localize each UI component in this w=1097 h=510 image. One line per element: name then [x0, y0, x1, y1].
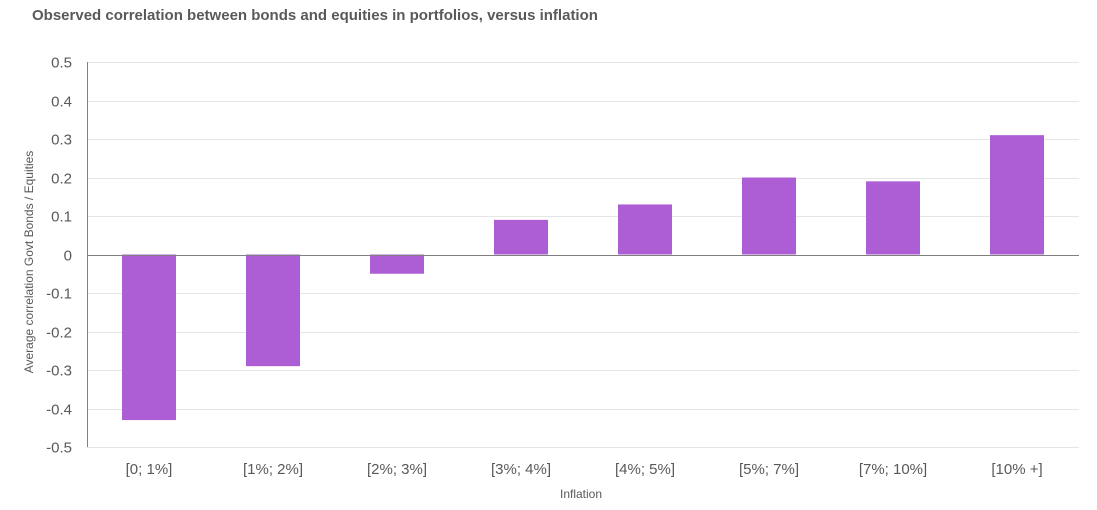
- x-tick-label: [0; 1%]: [126, 461, 173, 478]
- y-axis-label: Average correlation Govt Bonds / Equitie…: [22, 151, 36, 374]
- x-tick-labels: [0; 1%] [1%; 2%] [2%; 3%] [3%; 4%] [4%; 5%] […: [126, 461, 1043, 478]
- y-tick-label: -0.2: [46, 325, 72, 342]
- y-tick-label: -0.3: [46, 363, 72, 380]
- x-tick-label: [2%; 3%]: [367, 461, 427, 478]
- gridlines: [87, 62, 1079, 448]
- chart-title: Observed correlation between bonds and e…: [32, 7, 598, 24]
- x-tick-label: [10% +]: [991, 461, 1042, 478]
- y-tick-label: 0.3: [51, 132, 72, 149]
- y-tick-label: 0.2: [51, 171, 72, 188]
- x-tick-label: [7%; 10%]: [859, 461, 927, 478]
- bar: [618, 204, 672, 255]
- x-tick-label: [3%; 4%]: [491, 461, 551, 478]
- y-tick-labels: 0.5 0.4 0.3 0.2 0.1 0 -0.1 -0.2 -0.3 -0.4 -0.5: [46, 55, 72, 457]
- x-axis-label: Inflation: [560, 487, 602, 501]
- x-tick-label: [1%; 2%]: [243, 461, 303, 478]
- axes: [87, 62, 1079, 447]
- bar: [122, 254, 176, 421]
- bar: [990, 135, 1044, 255]
- x-tick-label: [5%; 7%]: [739, 461, 799, 478]
- bar: [494, 219, 548, 255]
- y-tick-label: -0.1: [46, 286, 72, 303]
- x-tick-label: [4%; 5%]: [615, 461, 675, 478]
- bar: [866, 181, 920, 255]
- y-tick-label: 0.5: [51, 55, 72, 72]
- y-tick-label: 0.4: [51, 94, 72, 111]
- y-tick-label: 0.1: [51, 209, 72, 226]
- y-tick-label: -0.4: [46, 402, 72, 419]
- bars: [122, 135, 1044, 421]
- y-tick-label: -0.5: [46, 440, 72, 457]
- bar: [742, 177, 796, 255]
- bar: [370, 254, 424, 274]
- bar: [246, 254, 300, 367]
- y-tick-label: 0: [64, 248, 72, 265]
